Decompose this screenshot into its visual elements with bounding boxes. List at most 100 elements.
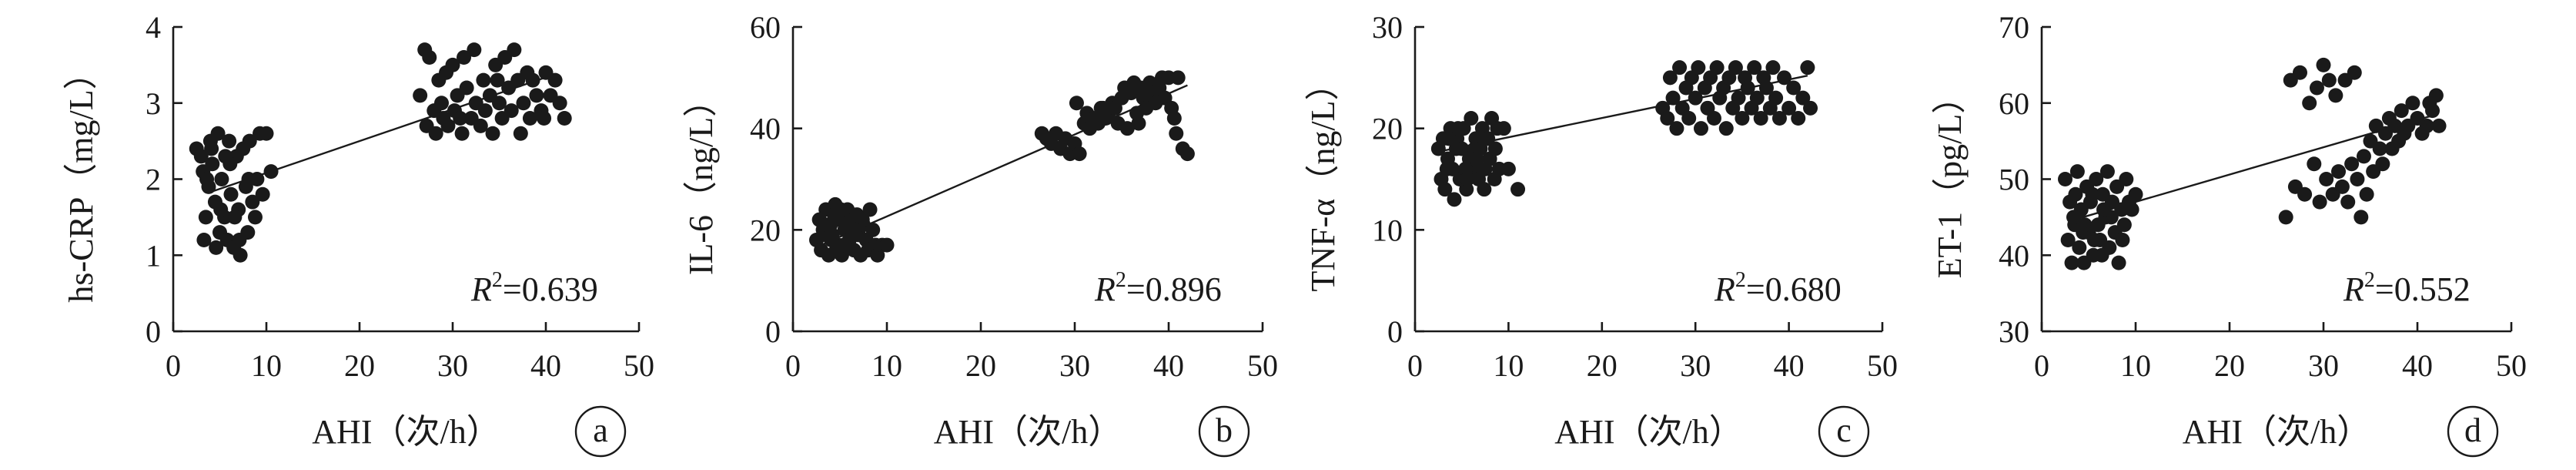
- data-point: [2086, 233, 2102, 247]
- data-point: [2334, 179, 2350, 194]
- data-point: [2066, 210, 2081, 225]
- data-point: [2058, 172, 2073, 186]
- data-point: [1093, 100, 1109, 116]
- panel-badge-label: c: [1836, 411, 1852, 449]
- y-tick-label: 50: [1999, 163, 2029, 197]
- y-tick-label: 1: [146, 238, 161, 273]
- y-tick-label: 70: [1999, 10, 2029, 45]
- data-point: [241, 172, 256, 186]
- data-point: [1709, 60, 1725, 76]
- x-axis-label: AHI（次/h）: [1554, 413, 1742, 451]
- data-point: [1735, 111, 1750, 126]
- trendline: [821, 84, 1188, 247]
- data-point: [2096, 202, 2112, 217]
- y-axis-label: ET-1（pg/L）: [1931, 80, 1969, 278]
- data-point: [2419, 118, 2434, 133]
- data-point: [457, 50, 472, 65]
- r-squared-annotation: R2=0.552: [2343, 268, 2471, 308]
- data-point: [1753, 111, 1768, 126]
- data-point: [1437, 182, 1453, 197]
- data-point: [1669, 121, 1684, 136]
- data-point: [199, 172, 215, 186]
- x-tick-label: 20: [965, 348, 996, 383]
- data-point: [1072, 146, 1087, 162]
- data-point: [2359, 186, 2374, 202]
- data-point: [1800, 60, 1815, 76]
- data-point: [1795, 90, 1811, 106]
- x-tick-label: 50: [2496, 348, 2527, 383]
- data-point: [2297, 186, 2313, 202]
- data-point: [227, 210, 243, 225]
- data-point: [453, 111, 468, 126]
- data-point: [2064, 255, 2079, 270]
- data-point: [2099, 164, 2115, 180]
- data-point: [2119, 172, 2134, 186]
- data-point: [2331, 164, 2347, 180]
- data-point: [459, 80, 474, 96]
- data-point: [1749, 90, 1765, 106]
- data-point: [222, 133, 237, 149]
- data-point: [2302, 96, 2317, 111]
- data-point: [2111, 255, 2126, 270]
- y-tick-label: 20: [750, 213, 781, 247]
- x-tick-label: 0: [2034, 348, 2049, 383]
- data-point: [1460, 172, 1475, 186]
- data-point: [485, 126, 500, 141]
- data-point: [242, 133, 257, 149]
- data-point: [2372, 141, 2387, 156]
- x-tick-label: 50: [1247, 348, 1278, 383]
- data-point: [1131, 116, 1146, 131]
- x-tick-label: 40: [2402, 348, 2433, 383]
- data-point: [433, 96, 449, 111]
- x-tick-label: 20: [2214, 348, 2245, 383]
- data-point: [2128, 186, 2143, 202]
- data-point: [1731, 90, 1746, 106]
- x-tick-label: 10: [1493, 348, 1524, 383]
- data-point: [259, 126, 274, 141]
- y-axis-label: IL-6（ng/L）: [682, 83, 720, 275]
- data-point: [467, 42, 482, 58]
- y-axis-label: TNF-α（ng/L）: [1304, 67, 1342, 292]
- data-point: [2425, 103, 2441, 119]
- chart-panel-b: 0 20 40 60 0 10 20 30 40 50 IL-6（ng/L） AHI（次/h） b R2=…: [682, 10, 1278, 458]
- data-point: [473, 118, 488, 133]
- data-point: [2116, 217, 2132, 233]
- data-point: [445, 57, 460, 72]
- y-tick-label: 30: [1372, 10, 1403, 45]
- panel-badge-label: b: [1216, 411, 1233, 449]
- data-point: [193, 149, 209, 164]
- data-point: [2094, 247, 2109, 263]
- data-point: [1170, 70, 1186, 86]
- data-point: [1681, 111, 1697, 126]
- r-value: =0.552: [2375, 270, 2471, 308]
- data-point: [198, 210, 213, 225]
- x-tick-label: 40: [1774, 348, 1805, 383]
- data-point: [2347, 65, 2362, 80]
- data-point: [2356, 149, 2371, 164]
- data-point: [525, 72, 540, 88]
- x-tick-label: 30: [1059, 348, 1090, 383]
- r-exponent: 2: [1735, 268, 1746, 292]
- data-point: [879, 237, 895, 253]
- x-tick-label: 30: [437, 348, 468, 383]
- data-point: [196, 233, 212, 247]
- data-point: [245, 194, 260, 210]
- data-point: [2068, 186, 2083, 202]
- data-point: [1672, 60, 1688, 76]
- y-tick-label: 4: [146, 10, 161, 45]
- data-point: [232, 233, 247, 247]
- y-tick-label: 0: [765, 314, 781, 349]
- r-value: =0.680: [1746, 270, 1842, 308]
- data-point: [2069, 164, 2085, 180]
- x-tick-label: 10: [251, 348, 282, 383]
- data-point: [1447, 192, 1462, 207]
- data-point: [855, 212, 870, 227]
- data-point: [2350, 172, 2365, 186]
- data-point: [214, 172, 229, 186]
- x-tick-label: 0: [166, 348, 181, 383]
- r-symbol: R: [470, 270, 492, 308]
- data-point: [557, 111, 572, 126]
- data-point: [2354, 210, 2369, 225]
- data-point: [1706, 111, 1721, 126]
- data-point: [2085, 186, 2100, 202]
